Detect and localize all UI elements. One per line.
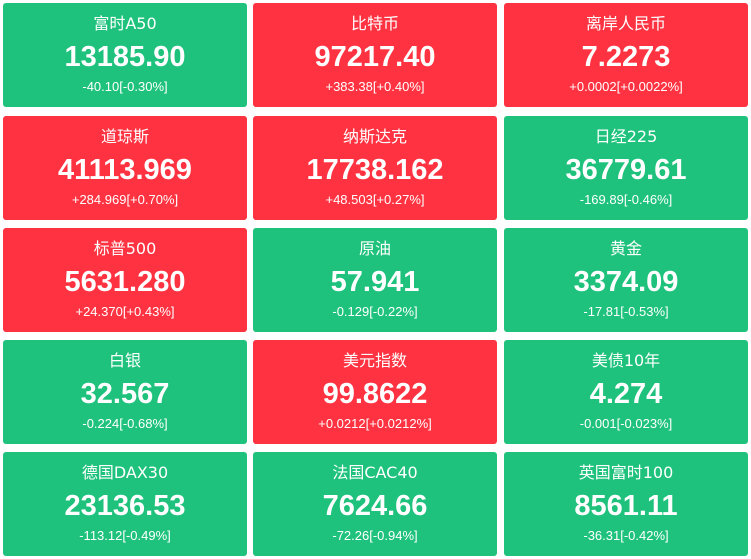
instrument-price: 3374.09 [573, 266, 679, 298]
instrument-name: 离岸人民币 [585, 14, 666, 33]
instrument-price: 7624.66 [322, 490, 428, 522]
instrument-price: 4.274 [589, 378, 663, 410]
quote-tile[interactable]: 德国DAX30 23136.53 -113.12[-0.49%] [3, 452, 247, 556]
instrument-price: 41113.969 [58, 154, 192, 186]
instrument-price: 36779.61 [565, 154, 687, 186]
instrument-name: 日经225 [594, 127, 658, 146]
instrument-price: 13185.90 [64, 41, 186, 73]
instrument-price: 7.2273 [581, 41, 671, 73]
instrument-change: -113.12[-0.49%] [79, 528, 171, 543]
quote-tile[interactable]: 美元指数 99.8622 +0.0212[+0.0212%] [253, 340, 497, 444]
instrument-change: -36.31[-0.42%] [583, 528, 669, 543]
instrument-name: 黄金 [609, 239, 642, 258]
instrument-name: 比特币 [350, 14, 399, 33]
instrument-name: 纳斯达克 [342, 127, 407, 146]
quote-tile[interactable]: 原油 57.941 -0.129[-0.22%] [253, 228, 497, 332]
quote-tile[interactable]: 黄金 3374.09 -17.81[-0.53%] [504, 228, 748, 332]
quote-tile[interactable]: 富时A50 13185.90 -40.10[-0.30%] [3, 3, 247, 107]
quote-tile[interactable]: 标普500 5631.280 +24.370[+0.43%] [3, 228, 247, 332]
instrument-name: 美债10年 [591, 351, 661, 370]
instrument-name: 白银 [108, 351, 141, 370]
quote-tile[interactable]: 道琼斯 41113.969 +284.969[+0.70%] [3, 116, 247, 220]
instrument-change: +383.38[+0.40%] [325, 79, 425, 94]
quote-tile[interactable]: 英国富时100 8561.11 -36.31[-0.42%] [504, 452, 748, 556]
instrument-change: -17.81[-0.53%] [583, 304, 669, 319]
instrument-price: 99.8622 [322, 378, 428, 410]
quote-tile[interactable]: 离岸人民币 7.2273 +0.0002[+0.0022%] [504, 3, 748, 107]
quote-tile[interactable]: 美债10年 4.274 -0.001[-0.023%] [504, 340, 748, 444]
instrument-price: 23136.53 [64, 490, 186, 522]
instrument-price: 17738.162 [306, 154, 444, 186]
instrument-change: +0.0002[+0.0022%] [569, 79, 683, 94]
instrument-change: +48.503[+0.27%] [325, 192, 425, 207]
instrument-change: -0.129[-0.22%] [332, 304, 418, 319]
instrument-change: -0.224[-0.68%] [82, 416, 168, 431]
quote-tile[interactable]: 日经225 36779.61 -169.89[-0.46%] [504, 116, 748, 220]
instrument-price: 8561.11 [574, 490, 678, 522]
instrument-change: -40.10[-0.30%] [82, 79, 168, 94]
instrument-change: -169.89[-0.46%] [579, 192, 673, 207]
quote-tile[interactable]: 白银 32.567 -0.224[-0.68%] [3, 340, 247, 444]
instrument-name: 英国富时100 [578, 463, 674, 482]
quote-tile[interactable]: 法国CAC40 7624.66 -72.26[-0.94%] [253, 452, 497, 556]
instrument-change: -72.26[-0.94%] [332, 528, 418, 543]
instrument-name: 法国CAC40 [332, 463, 418, 482]
instrument-price: 5631.280 [64, 266, 186, 298]
instrument-change: +24.370[+0.43%] [75, 304, 175, 319]
instrument-name: 原油 [358, 239, 391, 258]
instrument-change: +0.0212[+0.0212%] [318, 416, 432, 431]
quote-tile[interactable]: 比特币 97217.40 +383.38[+0.40%] [253, 3, 497, 107]
instrument-price: 57.941 [330, 266, 420, 298]
instrument-name: 标普500 [93, 239, 157, 258]
instrument-name: 美元指数 [342, 351, 407, 370]
instrument-name: 富时A50 [93, 14, 157, 33]
instrument-price: 32.567 [80, 378, 170, 410]
instrument-change: +284.969[+0.70%] [71, 192, 179, 207]
instrument-change: -0.001[-0.023%] [579, 416, 673, 431]
quote-tile[interactable]: 纳斯达克 17738.162 +48.503[+0.27%] [253, 116, 497, 220]
instrument-price: 97217.40 [314, 41, 436, 73]
instrument-name: 道琼斯 [100, 127, 149, 146]
instrument-name: 德国DAX30 [81, 463, 169, 482]
